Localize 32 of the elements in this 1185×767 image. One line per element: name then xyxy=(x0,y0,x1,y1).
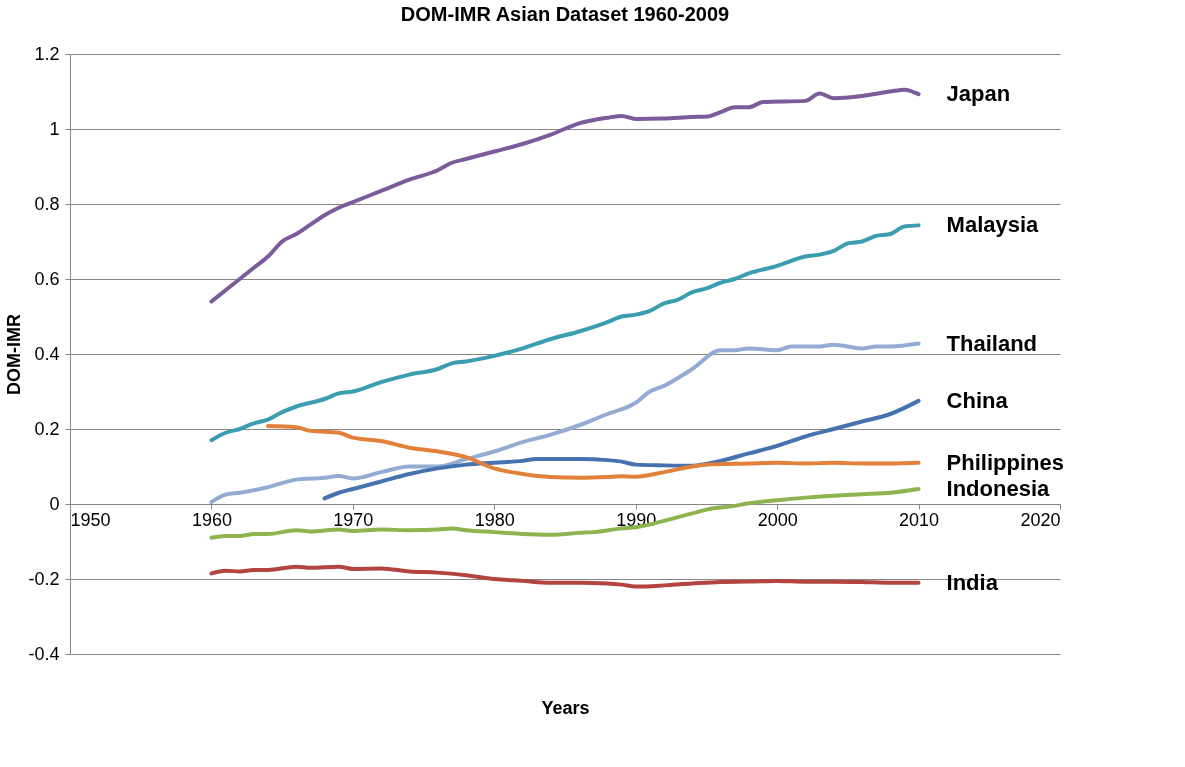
series-label: China xyxy=(946,387,1009,413)
y-tick-label: -0.2 xyxy=(28,568,60,589)
line-series xyxy=(209,87,921,304)
y-tick-label: -0.4 xyxy=(28,643,60,664)
y-tick-label: 1.2 xyxy=(34,43,60,64)
series-label: Thailand xyxy=(946,330,1038,356)
line-series xyxy=(209,223,921,443)
y-tick-label: 1 xyxy=(49,118,60,139)
y-tick-label: 0.6 xyxy=(34,268,60,289)
y-tick-label: 0.2 xyxy=(34,418,60,439)
x-tick-label: 1970 xyxy=(333,509,374,530)
line-series xyxy=(266,424,921,480)
y-tick-label: 0 xyxy=(49,493,60,514)
chart-title: DOM-IMR Asian Dataset 1960-2009 xyxy=(400,3,730,25)
y-tick-label: 0.4 xyxy=(34,343,60,364)
line-series xyxy=(209,564,921,589)
line-series xyxy=(322,398,921,501)
series-label: Japan xyxy=(946,81,1011,107)
y-axis-title: DOM-IMR xyxy=(4,314,25,395)
x-axis-title: Years xyxy=(541,697,590,718)
x-tick-label: 1950 xyxy=(70,509,111,530)
y-tick-label: 0.8 xyxy=(34,193,60,214)
x-tick-label: 2020 xyxy=(1020,509,1061,530)
x-tick-label: 2010 xyxy=(899,509,940,530)
line-series xyxy=(209,341,921,505)
x-tick-label: 1960 xyxy=(191,509,232,530)
x-tick-label: 2000 xyxy=(757,509,798,530)
series-label: Malaysia xyxy=(946,212,1040,238)
series-label: India xyxy=(946,569,999,595)
series-label: Indonesia xyxy=(946,476,1051,501)
series-label: Philippines xyxy=(946,449,1064,475)
x-tick-label: 1980 xyxy=(474,509,515,530)
